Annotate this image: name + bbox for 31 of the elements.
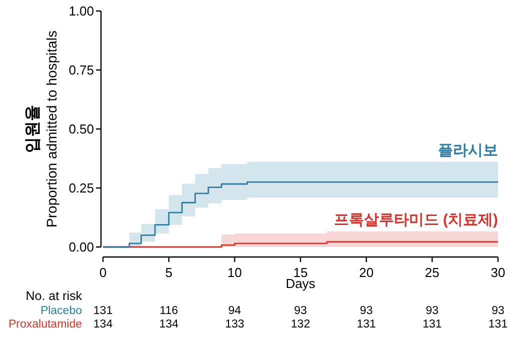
text: No. at risk	[26, 289, 83, 303]
text: Proxalutamide	[8, 318, 82, 330]
text: 131	[93, 305, 113, 317]
y-axis-title: 입원율 Proportion admitted to hospitals	[24, 30, 60, 228]
x-tick-label: 5	[165, 265, 172, 280]
text: 134	[159, 318, 180, 330]
text: Placebo	[40, 305, 82, 317]
text: 93	[492, 305, 504, 317]
text: 93	[294, 305, 307, 317]
series-label: 플라시보	[438, 142, 498, 159]
y-tick-label: 0.25	[68, 180, 94, 196]
y-tick-label: 0.50	[68, 122, 94, 136]
text: 94	[228, 305, 242, 317]
text: 132	[290, 318, 310, 330]
x-tick-label: 0	[99, 265, 107, 280]
x-tick-label: 30	[490, 265, 506, 280]
text: 93	[360, 305, 373, 317]
x-tick-label: 25	[424, 265, 440, 280]
series-label: 프록살루타미드 (치료제)	[334, 211, 498, 228]
text: 131	[422, 318, 442, 330]
y-tick-label: 0.00	[68, 240, 94, 254]
x-tick-label: 10	[227, 265, 242, 280]
text: 93	[426, 305, 439, 317]
text: 133	[225, 318, 244, 330]
text: 131	[488, 318, 508, 330]
text: 116	[160, 305, 178, 317]
text: 134	[93, 318, 114, 330]
y-tick-label: 0.75	[68, 62, 94, 78]
y-tick-label: 1.00	[68, 4, 94, 18]
text: 131	[356, 318, 376, 330]
x-tick-label: 20	[359, 265, 374, 280]
